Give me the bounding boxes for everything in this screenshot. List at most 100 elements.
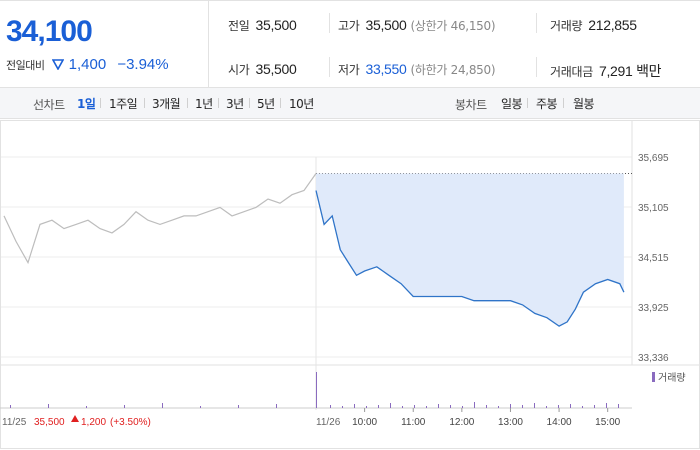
volume-bar [486, 405, 487, 408]
stat-open: 시가 35,500 [228, 61, 297, 78]
volume-bar [546, 406, 547, 408]
volume-bar [474, 402, 475, 408]
x-tick-label: 14:00 [547, 417, 572, 428]
volume-bar [10, 405, 11, 408]
volume-bar [414, 405, 415, 408]
down-arrow-icon [51, 59, 64, 70]
prev-day-close: 35,500 [34, 417, 65, 428]
volume-bar [522, 405, 523, 408]
y-tick-label: 33,925 [638, 303, 669, 314]
stat-value: 7,291 백만 [598, 63, 662, 79]
tab-separator [100, 98, 101, 108]
prev-day-change: 1,200 [81, 417, 106, 428]
y-tick-label: 34,515 [638, 253, 669, 264]
tab-separator [280, 98, 281, 108]
stat-value: 35,500 [255, 17, 297, 33]
tab-1w[interactable]: 1주일 [109, 97, 138, 111]
tab-separator [249, 98, 250, 108]
x-tick-label: 13:00 [498, 417, 523, 428]
tab-3y[interactable]: 3년 [226, 97, 244, 111]
volume-bar [510, 404, 511, 408]
price-chart-svg: 35,695 35,105 34,515 33,925 33,336 거래량 11/25 11… [0, 120, 700, 449]
volume-bar [438, 404, 439, 408]
up-arrow-icon [71, 415, 79, 422]
prev-day-rate: (+3.50%) [110, 417, 151, 428]
volume-bar [582, 406, 583, 408]
y-tick-label: 35,695 [638, 153, 669, 164]
stat-volume: 거래량 212,855 [550, 17, 637, 34]
volume-bar [390, 403, 391, 408]
y-tick-label: 35,105 [638, 203, 669, 214]
volume-bar [378, 405, 379, 408]
series-line-today [315, 190, 625, 327]
tab-monthly-candle[interactable]: 월봉 [573, 97, 595, 111]
divider [329, 13, 330, 33]
volume-bar [330, 405, 331, 408]
tab-weekly-candle[interactable]: 주봉 [536, 97, 558, 111]
volume-bar [366, 406, 367, 408]
tab-separator [563, 98, 564, 108]
stat-prev-close: 전일 35,500 [228, 17, 297, 34]
volume-bar [342, 406, 343, 408]
price-chart: 35,695 35,105 34,515 33,925 33,336 거래량 11/25 11… [0, 120, 700, 450]
tab-separator [218, 98, 219, 108]
volume-bar [402, 406, 403, 408]
volume-bar [594, 405, 595, 408]
tab-daily-candle[interactable]: 일봉 [501, 97, 523, 111]
volume-bar [462, 406, 463, 408]
x-tick-label: 15:00 [595, 417, 620, 428]
line-chart-label: 선차트 [33, 98, 65, 112]
price-summary: 34,100 전일대비 1,400 −3.94% [0, 1, 209, 88]
volume-bar [200, 406, 201, 408]
volume-bar [498, 406, 499, 408]
stat-sub: (하한가 24,850) [410, 63, 496, 77]
stat-trade-value: 거래대금 7,291 백만 [550, 61, 662, 81]
tab-3m[interactable]: 3개월 [152, 97, 181, 111]
stat-sub: (상한가 46,150) [410, 19, 496, 33]
volume-bar [124, 405, 125, 408]
x-tick-label: 11:00 [401, 417, 426, 428]
volume-bar [534, 403, 535, 408]
x-tick-label: 11/26 [316, 417, 341, 428]
divider [536, 57, 537, 77]
y-tick-label: 33,336 [638, 353, 669, 364]
volume-bar [162, 403, 163, 408]
divider [329, 57, 330, 77]
tab-separator [144, 98, 145, 108]
volume-bar [238, 405, 239, 408]
volume-bar [618, 404, 619, 408]
change-row: 전일대비 1,400 −3.94% [6, 54, 169, 73]
chart-period-tabs: 선차트 1일 1주일 3개월 1년 3년 5년 10년 봉차트 일봉 주봉 월봉 [0, 88, 700, 119]
volume-bar [276, 404, 277, 408]
volume-bar [606, 403, 607, 408]
tab-10y[interactable]: 10년 [289, 97, 314, 111]
stat-value: 33,550 [365, 61, 407, 77]
x-tick-label: 10:00 [352, 417, 377, 428]
change-label: 전일대비 [6, 59, 45, 72]
tab-5y[interactable]: 5년 [257, 97, 275, 111]
stat-label: 시가 [228, 63, 250, 77]
stat-label: 거래량 [550, 19, 583, 33]
stat-value: 35,500 [365, 17, 407, 33]
tab-1d[interactable]: 1일 [77, 97, 96, 111]
x-tick-label: 12:00 [449, 417, 474, 428]
volume-bar [354, 404, 355, 408]
series-fill-today [316, 173, 624, 327]
stat-value: 35,500 [255, 61, 297, 77]
change-rate: −3.94% [117, 56, 169, 73]
tab-separator [527, 98, 528, 108]
candle-chart-label: 봉차트 [455, 98, 487, 112]
volume-bar [570, 404, 571, 408]
current-price: 34,100 [6, 15, 93, 48]
stat-label: 고가 [338, 19, 360, 33]
change-amount: 1,400 [68, 56, 107, 73]
stat-low: 저가 33,550 (하한가 24,850) [338, 61, 496, 78]
volume-bar [426, 406, 427, 408]
x-tick-label: 11/25 [2, 417, 27, 428]
volume-bar [558, 405, 559, 408]
tab-1y[interactable]: 1년 [195, 97, 213, 111]
stat-label: 거래대금 [550, 65, 593, 79]
stat-value: 212,855 [588, 17, 637, 33]
volume-bar [316, 372, 317, 408]
volume-legend-swatch [652, 372, 655, 382]
